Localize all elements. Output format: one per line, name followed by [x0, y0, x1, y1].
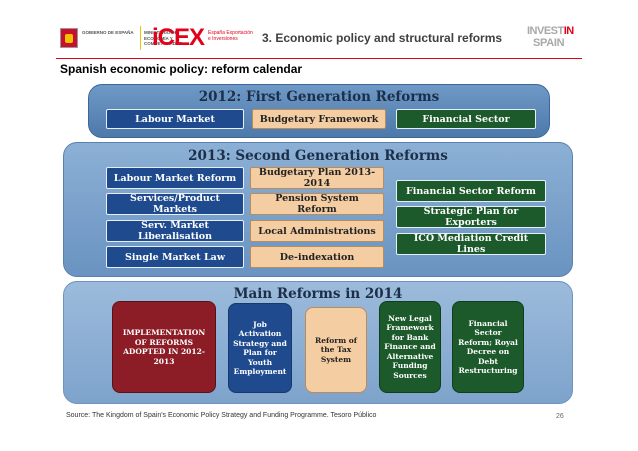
gobierno-logo: GOBIERNO DE ESPAÑA MINISTERIO DE ECONOMÍ…: [60, 26, 183, 50]
box-2014-job-activation: Job Activation Strategy and Plan for You…: [228, 303, 292, 393]
invest-logo-line2: SPAIN: [533, 37, 565, 49]
box-2013-serv-market-liberalisation: Serv. Market Liberalisation: [106, 220, 244, 242]
page-title: Spanish economic policy: reform calendar: [60, 62, 303, 76]
box-2013-strategic-plan-exporters: Strategic Plan for Exporters: [396, 206, 546, 228]
page-number: 26: [556, 413, 564, 420]
footer-source: Source: The Kingdom of Spain's Economic …: [66, 412, 377, 419]
box-2013-pension-system-reform: Pension System Reform: [250, 193, 384, 215]
box-2013-ico-mediation-credit-lines: ICO Mediation Credit Lines: [396, 233, 546, 255]
invest-logo-word: INVEST: [527, 25, 564, 37]
invest-in-spain-logo: INVESTIN SPAIN: [527, 25, 577, 51]
box-2014-bank-finance-framework: New Legal Framework for Bank Finance and…: [379, 301, 441, 393]
box-2012-budgetary-framework: Budgetary Framework: [252, 109, 386, 129]
icex-wordmark: iCEX: [152, 24, 205, 51]
box-2013-de-indexation: De-indexation: [250, 246, 384, 268]
box-2012-financial-sector: Financial Sector: [396, 109, 536, 129]
box-2013-single-market-law: Single Market Law: [106, 246, 244, 268]
invest-logo-in: IN: [563, 25, 575, 37]
box-2012-labour-market: Labour Market: [106, 109, 244, 129]
box-2014-tax-system-reform: Reform of the Tax System: [305, 307, 367, 393]
panel-2012-title: 2012: First Generation Reforms: [198, 89, 440, 105]
invest-logo-line1: INVESTIN: [527, 25, 574, 37]
gov-ministry-text: MINISTERIO DE ECONOMÍA Y COMPETITIVIDAD: [144, 30, 183, 46]
box-2014-financial-sector-debt: Financial Sector Reform; Royal Decree on…: [452, 301, 524, 393]
gov-logo-divider: [140, 26, 196, 50]
box-2013-budgetary-plan: Budgetary Plan 2013-2014: [250, 167, 384, 189]
header-divider: [56, 58, 582, 59]
box-2014-implementation: IMPLEMENTATION OF REFORMS ADOPTED IN 201…: [112, 301, 216, 393]
panel-2014-title: Main Reforms in 2014: [233, 286, 403, 302]
box-2013-local-administrations: Local Administrations: [250, 220, 384, 242]
panel-2013-title: 2013: Second Generation Reforms: [188, 148, 448, 164]
icex-subtitle: España Exportación e Inversiones: [208, 30, 253, 42]
section-title: 3. Economic policy and structural reform…: [262, 31, 503, 45]
box-2013-financial-sector-reform: Financial Sector Reform: [396, 180, 546, 202]
box-2013-services-product-markets: Services/Product Markets: [106, 193, 244, 215]
icex-logo: iCEX España Exportación e Inversiones: [152, 24, 253, 52]
coat-of-arms-icon: [60, 28, 78, 48]
box-2013-labour-market-reform: Labour Market Reform: [106, 167, 244, 189]
gov-logo-text: GOBIERNO DE ESPAÑA: [82, 30, 134, 35]
